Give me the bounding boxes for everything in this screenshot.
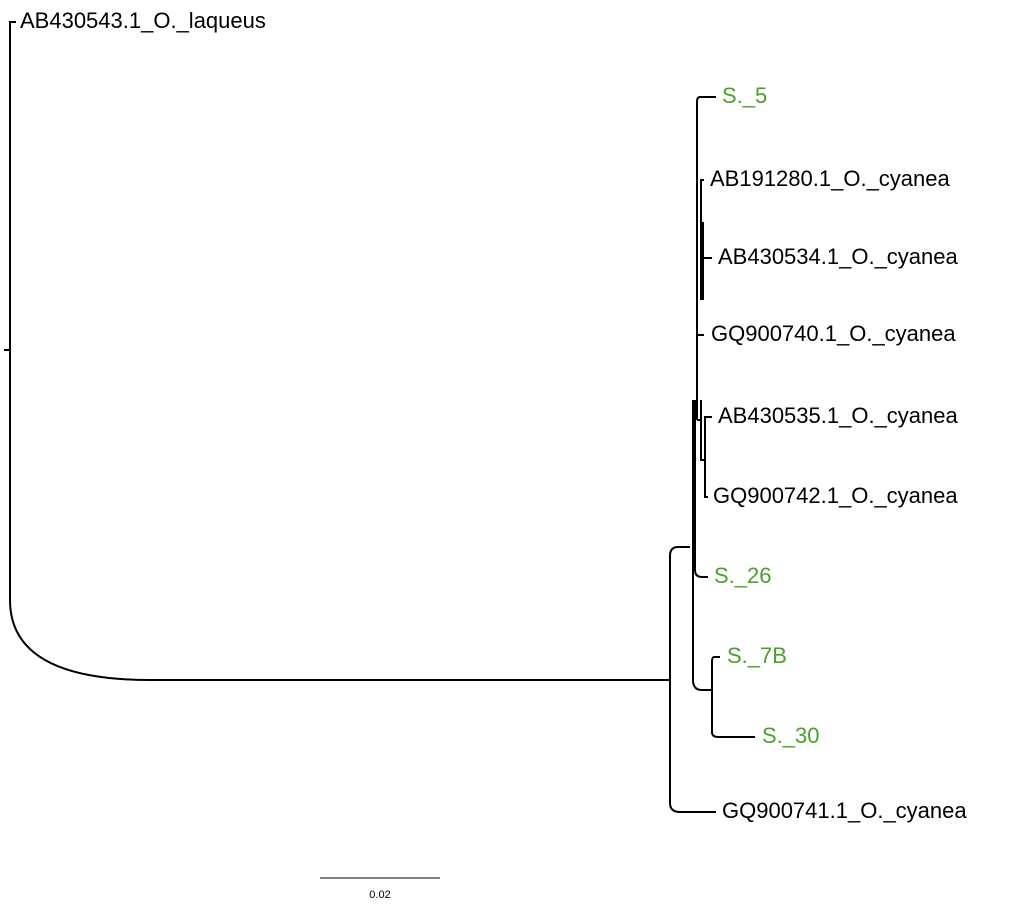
- branch: [9, 21, 670, 681]
- leaf-label: S._30: [762, 723, 820, 748]
- leaf-label: AB430543.1_O._laqueus: [20, 8, 266, 33]
- leaf-label: GQ900740.1_O._cyanea: [711, 321, 956, 346]
- scale-label: 0.02: [369, 889, 390, 901]
- branch: [696, 96, 716, 336]
- branch: [700, 179, 712, 300]
- scale-bar: 0.02: [320, 877, 440, 901]
- leaf-label: S._26: [714, 563, 772, 588]
- branch: [711, 656, 755, 738]
- leaf-label: AB430534.1_O._cyanea: [718, 244, 959, 269]
- branch: [669, 546, 716, 813]
- branch: [692, 400, 712, 691]
- leaf-label: AB191280.1_O._cyanea: [710, 166, 951, 191]
- branch: [697, 400, 712, 498]
- leaf-label: AB430535.1_O._cyanea: [718, 403, 959, 428]
- leaf-label: GQ900741.1_O._cyanea: [722, 798, 967, 823]
- leaf-label: S._5: [722, 83, 767, 108]
- leaf-label: GQ900742.1_O._cyanea: [713, 483, 958, 508]
- branches: [4, 21, 755, 813]
- leaf-label: S._7B: [727, 643, 787, 668]
